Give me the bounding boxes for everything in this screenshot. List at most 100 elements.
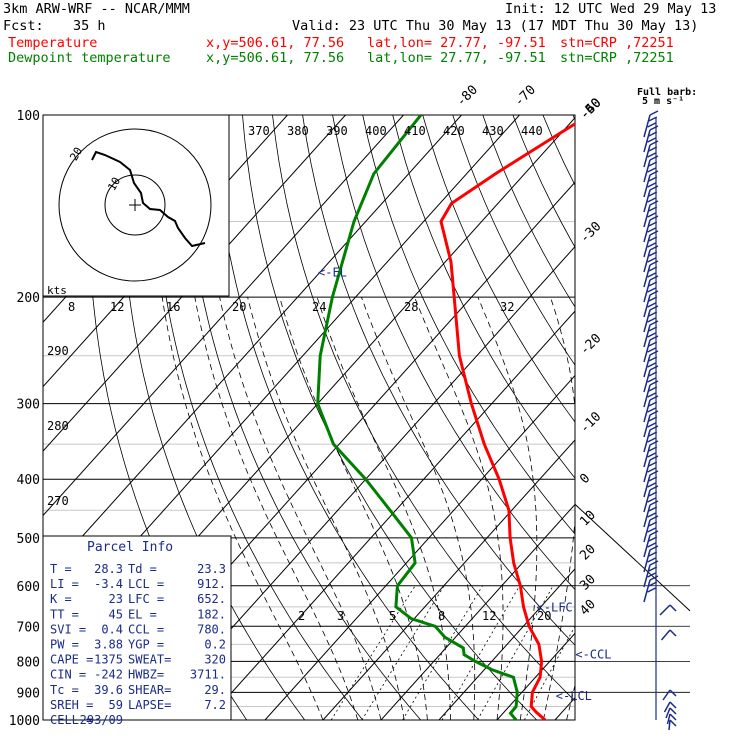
wind-barb-flag [647,482,656,488]
theta-label: 410 [404,124,426,138]
theta-label: 400 [365,124,387,138]
wind-barb-flag [649,320,659,326]
wind-barb [643,350,659,378]
temperature-profile [439,122,575,720]
fcst-value: 35 h [73,18,106,34]
mixing-ratio-line [441,585,520,720]
parcel-info-cell: YGP = [128,638,164,652]
parcel-info-cell: SREH = [50,698,93,712]
wind-barb-staff [643,519,651,543]
wind-barb-flag [647,467,656,473]
moist-adiabat [161,297,324,720]
parcel-info-cell: 39.6 [94,683,123,697]
wind-barb-flag [669,689,677,697]
wind-barb-staff [643,264,651,288]
parcel-info-cell: 7.2 [204,698,226,712]
wind-barb-flag [649,350,659,356]
wind-barb-flag [647,347,656,353]
wind-barb-flag [649,410,659,416]
wind-barb-staff [643,144,651,168]
dry-adiabat [512,115,575,248]
wind-barb-flag [647,197,656,203]
wind-barb-flag [647,317,656,323]
theta-left-label: 280 [47,419,69,433]
pressure-label: 200 [17,291,40,306]
wind-barb-staff [643,219,651,243]
parcel-info-cell: EL = [128,607,157,621]
level-marker: <-LFC [537,601,573,615]
parcel-info-cell: 59 [109,698,123,712]
wind-barb-staff [643,429,651,453]
mixing-ratio-label: 5 [389,609,396,623]
wind-barb-flag [648,296,658,302]
isotherm-line [43,115,346,452]
plot-border [42,114,576,721]
parcel-info-cell: TT = [50,607,79,621]
wind-barb-flag [648,566,658,572]
isotherm-label: -40 [577,96,604,123]
mixing-ratio-line [402,585,483,720]
isotherm-line [554,697,575,720]
wind-barb-staff [643,324,651,348]
pressure-label: 100 [17,109,40,124]
wind-barb-flag [647,527,656,533]
wind-barb-flag [649,185,659,191]
dry-adiabat [392,115,575,479]
wind-barb-flag [649,110,659,116]
wind-barb-staff [643,444,651,468]
dry-adiabat [302,115,575,646]
wind-barb-flag [649,530,659,536]
wind-barb-flag [648,326,658,332]
wind-barb [643,275,659,303]
moist-adiabat-label: 28 [404,300,418,314]
parcel-info-cell: 780. [197,622,226,636]
pressure-label: 800 [17,655,40,670]
wind-barb-flag [669,629,677,637]
wind-barb [643,425,659,453]
wind-barb-staff [666,713,671,725]
pressure-label: 700 [17,620,40,635]
parcel-info-cell: 23.3 [197,562,226,576]
wind-barb [643,200,659,228]
parcel-info-cell: K = [50,592,72,606]
wind-barb [643,560,659,588]
wind-barb [643,485,659,513]
parcel-info-cell: SVI = [50,622,86,636]
wind-barb-flag [647,497,656,503]
moist-adiabat-label: 16 [166,300,180,314]
wind-barb-flag [649,275,659,281]
wind-barb [643,410,659,438]
wind-barb [643,305,659,333]
kts-label: kts [47,284,67,297]
wind-barb-flag [649,290,659,296]
full-barb-label: Full barb: [637,87,697,98]
wind-barb-staff [643,174,651,198]
dewpoint-legend: Dewpoint temperature [8,50,171,66]
theta-label: 370 [248,124,270,138]
wind-barb-flag [649,215,659,221]
wind-barb-flag [648,521,658,527]
pressure-label: 1000 [9,714,40,729]
temperature-station: stn=CRP ,72251 [560,35,674,51]
isotherm-line [671,115,740,720]
wind-barb-flag [647,257,656,263]
parcel-info-cell: LI = [50,577,79,591]
dry-adiabat [663,115,740,720]
parcel-info-cell: SHEAR= [128,683,171,697]
wind-barb-staff [643,279,651,303]
parcel-info-cell: CIN = [50,668,86,682]
wind-barb-staff [643,459,651,483]
wind-barb [660,629,677,641]
moist-adiabat-label: 32 [500,300,514,314]
wind-barb-flag [649,125,659,131]
parcel-info-box [42,535,232,721]
wind-barb-flag [649,500,659,506]
wind-barb-staff [660,629,671,641]
wind-barb-staff [663,701,671,713]
wind-barb-flag [648,161,658,167]
parcel-info-cell: 23 [109,592,123,606]
parcel-info-cell: 652. [197,592,226,606]
dewpoint-station: stn=CRP ,72251 [560,50,674,66]
wind-barb-flag [647,167,656,173]
wind-barb-flag [649,245,659,251]
